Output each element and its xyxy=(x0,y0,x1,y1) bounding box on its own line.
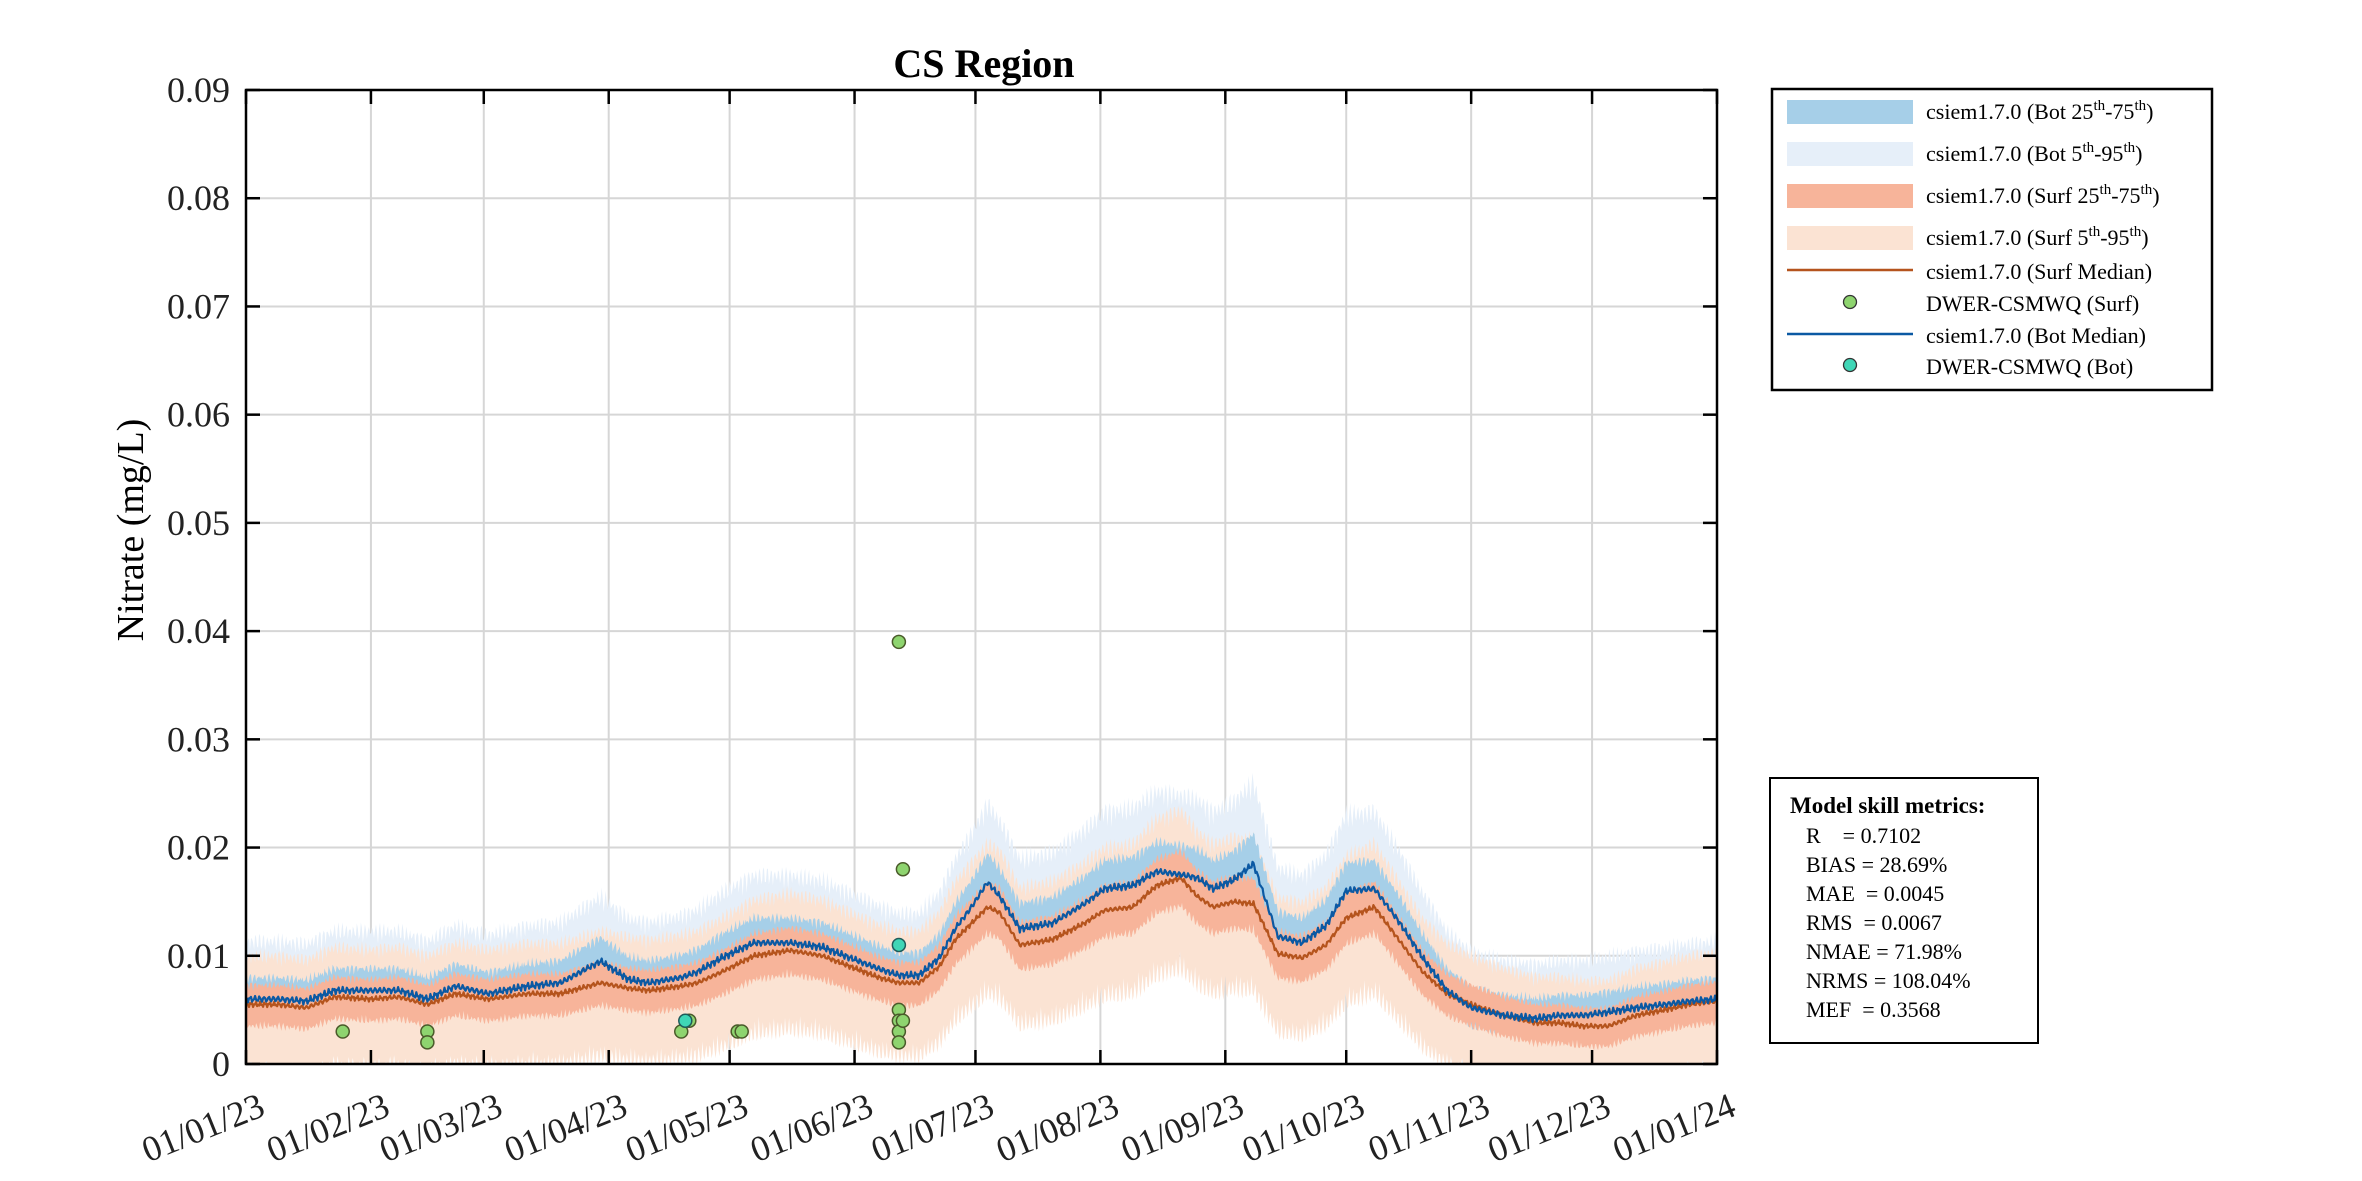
legend: csiem1.7.0 (Bot 25th-75th)csiem1.7.0 (Bo… xyxy=(1770,87,2214,392)
plot-area xyxy=(244,88,1719,1066)
metrics-title: Model skill metrics: xyxy=(1790,793,1985,818)
legend-label-part: csiem1.7.0 (Bot 5 xyxy=(1926,141,2082,166)
model-skill-metrics-box: Model skill metrics: R = 0.7102 BIAS = 28… xyxy=(1769,777,2039,1044)
y-tick-label: 0.09 xyxy=(167,70,230,110)
legend-label-part: ) xyxy=(2141,225,2148,250)
legend-label-part: th xyxy=(2100,182,2112,198)
y-tick-label: 0.03 xyxy=(167,719,230,759)
legend-swatch-bot_25_75 xyxy=(1787,100,1913,124)
legend-label-part: csiem1.7.0 (Bot 25 xyxy=(1926,99,2093,124)
legend-label-bot_obs_fill: DWER-CSMWQ (Bot) xyxy=(1926,354,2133,379)
legend-label-surf_obs_fill: DWER-CSMWQ (Surf) xyxy=(1926,291,2139,316)
metrics-row: NRMS = 108.04% xyxy=(1806,968,1971,993)
y-tick-label: 0.01 xyxy=(167,936,230,976)
y-tick-label: 0.04 xyxy=(167,611,230,651)
legend-label-part: th xyxy=(2082,140,2094,156)
chart-title: CS Region xyxy=(893,41,1074,86)
observation-points xyxy=(335,634,911,1050)
legend-swatch-surf_25_75 xyxy=(1787,184,1913,208)
legend-swatch-surf_obs_fill xyxy=(1842,294,1858,310)
y-tick-label: 0 xyxy=(212,1044,230,1084)
metrics-row: NMAE = 71.98% xyxy=(1806,939,1962,964)
y-tick-label: 0.02 xyxy=(167,828,230,868)
metrics-row: RMS = 0.0067 xyxy=(1806,910,1942,935)
y-tick-label: 0.08 xyxy=(167,178,230,218)
legend-swatch-bot_5_95 xyxy=(1787,142,1913,166)
obs-point-surf xyxy=(335,1024,350,1039)
metrics-row: R = 0.7102 xyxy=(1806,823,1921,848)
band-bot-25-75 xyxy=(246,832,1717,1042)
legend-label-bot_25_75: csiem1.7.0 (Bot 25th-75th) xyxy=(1926,98,2153,124)
legend-label-part: ) xyxy=(2152,183,2159,208)
legend-swatch-bot_obs_fill xyxy=(1842,357,1858,373)
plot-frame xyxy=(244,88,1719,1066)
legend-label-part: csiem1.7.0 (Surf 5 xyxy=(1926,225,2089,250)
legend-label-surf_25_75: csiem1.7.0 (Surf 25th-75th) xyxy=(1926,182,2160,208)
obs-point-surf xyxy=(891,1035,907,1050)
legend-label-surf_5_95: csiem1.7.0 (Surf 5th-95th) xyxy=(1926,224,2149,250)
legend-label-part: th xyxy=(2134,98,2146,114)
metrics-frame xyxy=(1769,777,2039,1044)
band-surf-25-75 xyxy=(246,846,1717,1051)
legend-label-part: csiem1.7.0 (Surf 25 xyxy=(1926,183,2100,208)
legend-label-part: th xyxy=(2130,224,2142,240)
obs-point-bot xyxy=(678,1013,693,1028)
obs-point-surf xyxy=(734,1024,749,1039)
legend-label-part: -95 xyxy=(2100,225,2129,250)
legend-label-part: th xyxy=(2093,98,2105,114)
metrics-row: MAE = 0.0045 xyxy=(1806,881,1944,906)
obs-point-surf xyxy=(895,1013,911,1028)
y-tick-label: 0.06 xyxy=(167,395,230,435)
obs-point-bot xyxy=(891,937,907,953)
legend-label-part: -75 xyxy=(2111,183,2140,208)
legend-label-part: ) xyxy=(2146,99,2153,124)
median-lines xyxy=(244,860,1718,1030)
legend-label-part: -95 xyxy=(2094,141,2123,166)
metrics-row: BIAS = 28.69% xyxy=(1806,852,1947,877)
legend-label-part: ) xyxy=(2135,141,2142,166)
legend-label-part: csiem1.7.0 (Bot Median) xyxy=(1926,323,2146,348)
legend-label-part: th xyxy=(2123,140,2135,156)
obs-point-surf xyxy=(891,634,907,650)
legend-label-part: csiem1.7.0 (Surf Median) xyxy=(1926,259,2152,284)
legend-swatch-surf_5_95 xyxy=(1787,226,1913,250)
axis-ticks xyxy=(244,88,1719,1066)
obs-point-surf xyxy=(420,1035,435,1050)
legend-label-part: -75 xyxy=(2105,99,2134,124)
legend-label-surf_median: csiem1.7.0 (Surf Median) xyxy=(1926,259,2152,284)
legend-label-part: DWER-CSMWQ (Bot) xyxy=(1926,354,2133,379)
legend-label-part: th xyxy=(2089,224,2101,240)
percentile-bands xyxy=(246,772,1717,1064)
y-tick-label: 0.05 xyxy=(167,503,230,543)
y-tick-label: 0.07 xyxy=(167,286,230,326)
legend-label-bot_median: csiem1.7.0 (Bot Median) xyxy=(1926,323,2146,348)
y-axis-label: Nitrate (mg/L) xyxy=(110,419,152,642)
series-line-bot-median xyxy=(245,860,1718,1024)
series-line-surf-median xyxy=(244,874,1718,1030)
obs-point-surf xyxy=(895,861,911,877)
legend-label-bot_5_95: csiem1.7.0 (Bot 5th-95th) xyxy=(1926,140,2142,166)
metrics-row: MEF = 0.3568 xyxy=(1806,997,1941,1022)
legend-label-part: DWER-CSMWQ (Surf) xyxy=(1926,291,2139,316)
legend-label-part: th xyxy=(2141,182,2153,198)
